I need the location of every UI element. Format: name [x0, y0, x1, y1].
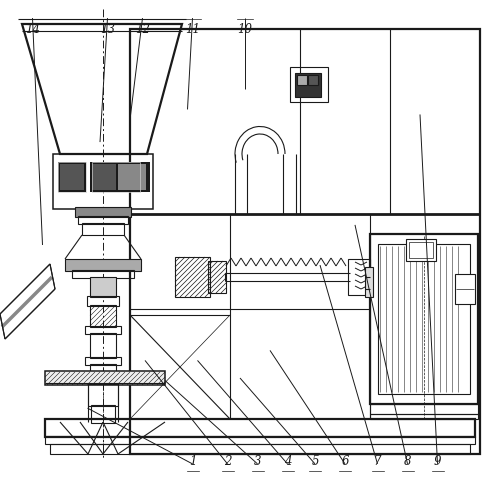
- Bar: [378, 244, 470, 394]
- Bar: [50, 444, 470, 454]
- Bar: [92, 163, 140, 192]
- Bar: [88, 384, 118, 406]
- Bar: [45, 419, 475, 437]
- Text: 11: 11: [185, 23, 200, 36]
- Bar: [60, 165, 84, 190]
- Bar: [290, 68, 328, 103]
- Bar: [297, 76, 307, 86]
- Bar: [58, 163, 86, 192]
- Bar: [90, 306, 116, 327]
- Text: 10: 10: [238, 23, 252, 36]
- Bar: [295, 74, 321, 98]
- Text: 2: 2: [224, 454, 231, 467]
- Bar: [91, 405, 115, 423]
- Bar: [208, 262, 226, 294]
- Bar: [65, 260, 141, 272]
- Bar: [75, 207, 131, 217]
- Bar: [406, 239, 436, 262]
- Bar: [175, 258, 210, 298]
- Text: 14: 14: [25, 23, 40, 36]
- Bar: [58, 163, 86, 192]
- Bar: [85, 357, 121, 365]
- Bar: [85, 326, 121, 334]
- Bar: [78, 216, 128, 224]
- Bar: [90, 278, 116, 298]
- Bar: [455, 275, 475, 305]
- Text: 9: 9: [434, 454, 442, 467]
- Bar: [90, 163, 150, 192]
- Bar: [72, 271, 134, 279]
- Text: 12: 12: [135, 23, 150, 36]
- Bar: [87, 297, 119, 307]
- Text: 3: 3: [254, 454, 261, 467]
- Bar: [45, 371, 165, 385]
- Text: 13: 13: [100, 23, 115, 36]
- Text: 5: 5: [311, 454, 319, 467]
- Bar: [370, 234, 478, 404]
- Bar: [365, 268, 373, 298]
- Bar: [82, 223, 124, 235]
- Text: 1: 1: [189, 454, 196, 467]
- Bar: [370, 404, 478, 414]
- Bar: [53, 155, 153, 209]
- Bar: [45, 436, 475, 444]
- Bar: [130, 30, 480, 454]
- Text: 4: 4: [284, 454, 291, 467]
- Bar: [370, 414, 478, 419]
- Bar: [348, 260, 370, 296]
- Text: 8: 8: [404, 454, 411, 467]
- Text: 6: 6: [341, 454, 349, 467]
- Bar: [90, 364, 116, 372]
- Bar: [118, 165, 146, 190]
- Bar: [409, 242, 433, 259]
- Text: 7: 7: [374, 454, 382, 467]
- Bar: [90, 333, 116, 358]
- Bar: [92, 165, 116, 190]
- Bar: [308, 76, 318, 86]
